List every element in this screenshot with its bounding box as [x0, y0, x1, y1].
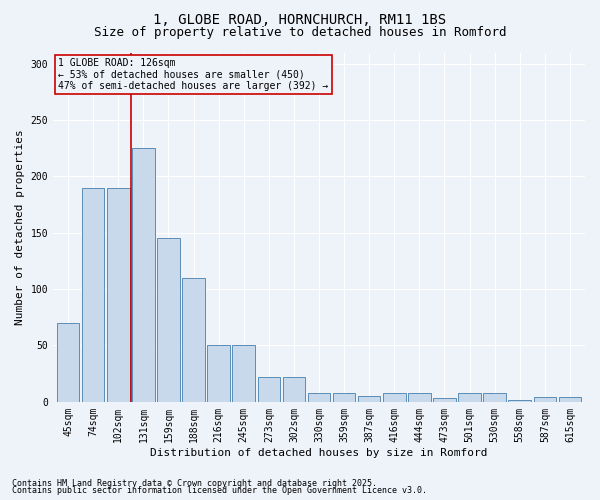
Bar — [232, 346, 255, 402]
Text: 1 GLOBE ROAD: 126sqm
← 53% of detached houses are smaller (450)
47% of semi-deta: 1 GLOBE ROAD: 126sqm ← 53% of detached h… — [58, 58, 329, 91]
Bar — [559, 398, 581, 402]
Y-axis label: Number of detached properties: Number of detached properties — [15, 130, 25, 325]
Bar — [383, 393, 406, 402]
Text: Contains public sector information licensed under the Open Government Licence v3: Contains public sector information licen… — [12, 486, 427, 495]
Bar — [333, 393, 355, 402]
Text: Contains HM Land Registry data © Crown copyright and database right 2025.: Contains HM Land Registry data © Crown c… — [12, 478, 377, 488]
Bar — [132, 148, 155, 402]
Text: 1, GLOBE ROAD, HORNCHURCH, RM11 1BS: 1, GLOBE ROAD, HORNCHURCH, RM11 1BS — [154, 12, 446, 26]
Bar — [458, 393, 481, 402]
Bar — [433, 398, 456, 402]
Bar — [82, 188, 104, 402]
Bar — [182, 278, 205, 402]
Bar — [208, 346, 230, 402]
Bar — [408, 393, 431, 402]
X-axis label: Distribution of detached houses by size in Romford: Distribution of detached houses by size … — [150, 448, 488, 458]
Bar — [358, 396, 380, 402]
Bar — [57, 323, 79, 402]
Bar — [283, 377, 305, 402]
Bar — [533, 398, 556, 402]
Bar — [107, 188, 130, 402]
Bar — [308, 393, 331, 402]
Bar — [257, 377, 280, 402]
Bar — [157, 238, 180, 402]
Text: Size of property relative to detached houses in Romford: Size of property relative to detached ho… — [94, 26, 506, 39]
Bar — [508, 400, 531, 402]
Bar — [484, 393, 506, 402]
